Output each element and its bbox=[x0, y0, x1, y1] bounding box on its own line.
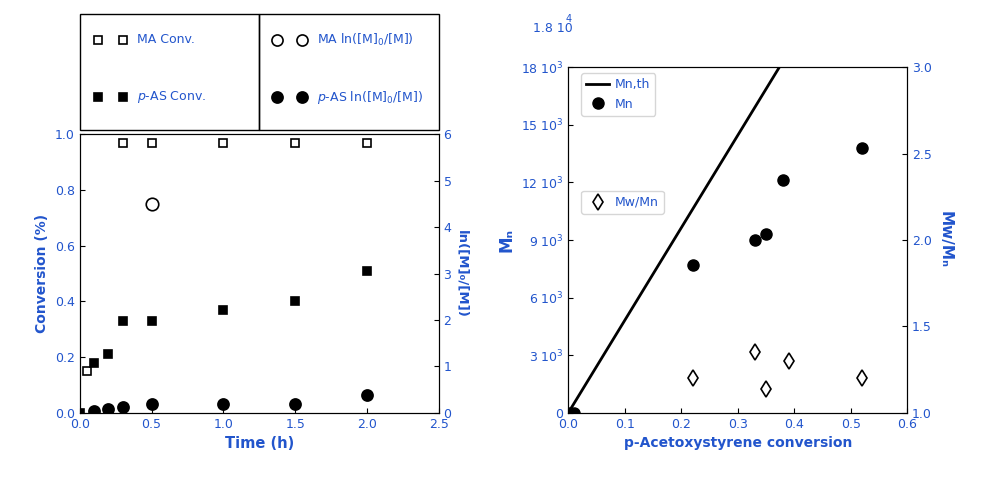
Bar bbox=[80, 14, 259, 130]
Y-axis label: Conversion (%): Conversion (%) bbox=[35, 214, 49, 333]
Line: Mn: Mn bbox=[562, 142, 867, 419]
Text: MA ln([M]$_0$/[M]): MA ln([M]$_0$/[M]) bbox=[317, 32, 414, 48]
Mn bbox=[562, 410, 574, 416]
Mn bbox=[749, 237, 761, 243]
Text: MA Conv.: MA Conv. bbox=[138, 33, 195, 46]
Text: 1.8 10: 1.8 10 bbox=[533, 22, 573, 36]
Mw/Mn bbox=[687, 375, 699, 381]
Y-axis label: Mₙ: Mₙ bbox=[498, 228, 515, 252]
Mw/Mn bbox=[760, 386, 772, 392]
Mn bbox=[568, 410, 580, 416]
Y-axis label: ln([M]₀/[M]): ln([M]₀/[M]) bbox=[456, 229, 469, 318]
Mw/Mn bbox=[856, 375, 868, 381]
Line: Mw/Mn: Mw/Mn bbox=[687, 347, 867, 394]
X-axis label: Time (h): Time (h) bbox=[224, 436, 294, 451]
Y-axis label: Mᴡ/Mₙ: Mᴡ/Mₙ bbox=[938, 212, 953, 268]
Mw/Mn bbox=[749, 349, 761, 355]
Mw/Mn bbox=[783, 358, 795, 364]
Mn bbox=[687, 262, 699, 268]
Text: 4: 4 bbox=[565, 14, 571, 24]
Legend: Mw/Mn: Mw/Mn bbox=[581, 191, 664, 214]
Mn bbox=[856, 145, 868, 151]
Bar bbox=[259, 14, 439, 130]
Mn bbox=[777, 178, 789, 183]
Text: $p$-AS Conv.: $p$-AS Conv. bbox=[138, 89, 206, 105]
Mn bbox=[760, 231, 772, 237]
Text: $p$-AS ln([M]$_0$/[M]): $p$-AS ln([M]$_0$/[M]) bbox=[317, 89, 423, 106]
X-axis label: p-Acetoxystyrene conversion: p-Acetoxystyrene conversion bbox=[623, 436, 852, 450]
